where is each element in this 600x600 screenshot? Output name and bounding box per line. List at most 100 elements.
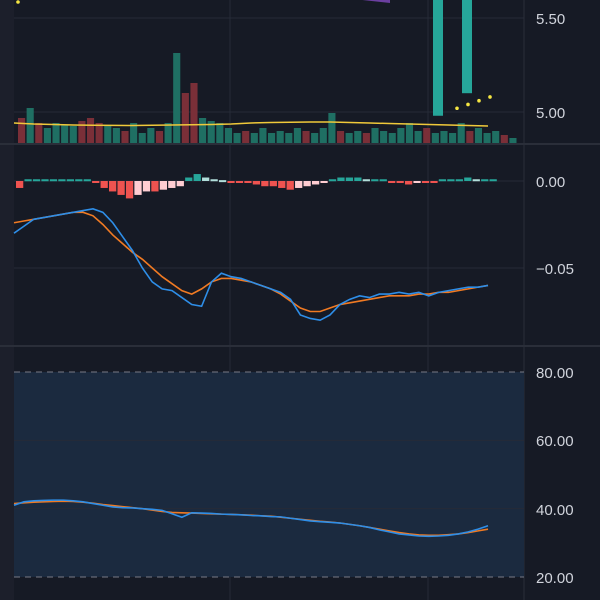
volume-bar [130, 123, 138, 143]
volume-bar [302, 131, 310, 143]
macd-histogram-bar [430, 181, 438, 183]
y-tick-label: 60.00 [536, 433, 574, 450]
macd-line [13, 208, 489, 322]
macd-histogram-bar [481, 179, 489, 182]
volume-bar [69, 126, 77, 143]
y-tick-label: 40.00 [536, 502, 574, 519]
macd-histogram-bar [489, 179, 497, 182]
y-tick-label: −0.05 [536, 261, 574, 278]
macd-histogram-bar [151, 181, 159, 192]
volume-bar [449, 133, 457, 143]
volume-bar [259, 128, 267, 143]
y-tick-label: 0.00 [536, 174, 565, 191]
macd-histogram-bar [159, 181, 168, 190]
candle-b [462, 0, 472, 94]
volume-bar [500, 135, 508, 143]
volume-bar [483, 133, 491, 143]
volume-bar [466, 131, 474, 143]
volume-bar [104, 125, 112, 143]
macd-histogram-bar [235, 181, 244, 183]
macd-histogram-bar [16, 181, 24, 188]
macd-histogram-bar [41, 179, 49, 182]
macd-histogram-bar [49, 179, 58, 182]
candle-a [433, 0, 443, 116]
rsi-line [13, 499, 489, 538]
macd-histogram-bar [24, 179, 32, 182]
macd-histogram-bar [193, 174, 201, 181]
volume-bar [207, 121, 215, 143]
macd-histogram-bar [202, 177, 210, 181]
macd-histogram-bar [421, 181, 430, 183]
volume-bar [216, 123, 224, 143]
volume-bar [457, 123, 465, 143]
volume-bar [328, 113, 336, 143]
volume-bar [423, 128, 431, 143]
volume-bar [224, 128, 233, 143]
volume-bar [181, 93, 189, 143]
volume-bar [86, 118, 95, 143]
macd-histogram-bar [58, 179, 66, 182]
volume-bar [242, 131, 250, 143]
volume-bar [276, 131, 284, 143]
macd-histogram-bar [447, 179, 455, 182]
macd-histogram-bar [117, 181, 125, 195]
volume-bar [18, 118, 26, 143]
candle-wick [437, 108, 440, 114]
volume-ma-line [13, 121, 489, 127]
macd-histogram-bar [286, 181, 294, 190]
macd-histogram-bar [404, 181, 413, 185]
volume-bar [121, 131, 129, 143]
volume-bar [26, 108, 34, 143]
macd-histogram-bar [438, 179, 447, 182]
volume-bar [414, 131, 422, 143]
macd-histogram-bar [261, 181, 269, 187]
volume-bar [388, 133, 396, 143]
macd-histogram-bar [295, 181, 303, 188]
volume-bar [199, 118, 207, 143]
volume-bar [319, 128, 327, 143]
macd-histogram-bar [472, 179, 480, 182]
macd-histogram-bar [142, 181, 151, 192]
volume-bar [345, 133, 353, 143]
volume-bar [95, 123, 103, 143]
y-tick-label: 5.50 [536, 11, 565, 28]
volume-bar [190, 83, 198, 143]
macd-histogram-bar [32, 179, 41, 182]
macd-histogram-bar [328, 179, 337, 182]
macd-histogram-bar [455, 179, 463, 182]
volume-bar [293, 128, 301, 143]
macd-histogram-bar [413, 181, 421, 183]
volume-bar [52, 123, 60, 143]
macd-histogram-bar [218, 180, 227, 183]
sar-dot [477, 98, 481, 103]
macd-histogram-bar [379, 179, 387, 182]
macd-histogram-bar [337, 177, 345, 181]
macd-histogram-bar [362, 179, 370, 182]
macd-histogram-bar [75, 179, 83, 182]
sar-dot [466, 102, 470, 107]
macd-histogram-bar [303, 181, 311, 187]
rsi-panel [13, 371, 524, 578]
macd-histogram-bar [396, 181, 404, 183]
macd-histogram-bar [185, 177, 193, 181]
purple-ribbon [285, 0, 390, 3]
macd-histogram-bar [100, 181, 108, 188]
macd-histogram-bar [83, 179, 91, 182]
volume-bar [233, 133, 241, 143]
volume-bar [362, 133, 370, 143]
volume-bar [492, 131, 500, 143]
volume-bar [35, 123, 43, 143]
macd-histogram-bar [278, 181, 286, 188]
volume-bar [354, 131, 362, 143]
y-tick-label: 5.00 [536, 105, 565, 122]
volume-bar [155, 131, 164, 143]
macd-histogram-bar [125, 181, 134, 199]
sar-dot [455, 106, 459, 111]
sar-dot [16, 0, 20, 4]
volume-bar [250, 133, 258, 143]
volume-bar [405, 123, 414, 143]
volume-bar [509, 138, 517, 143]
macd-histogram-bar [176, 181, 184, 187]
